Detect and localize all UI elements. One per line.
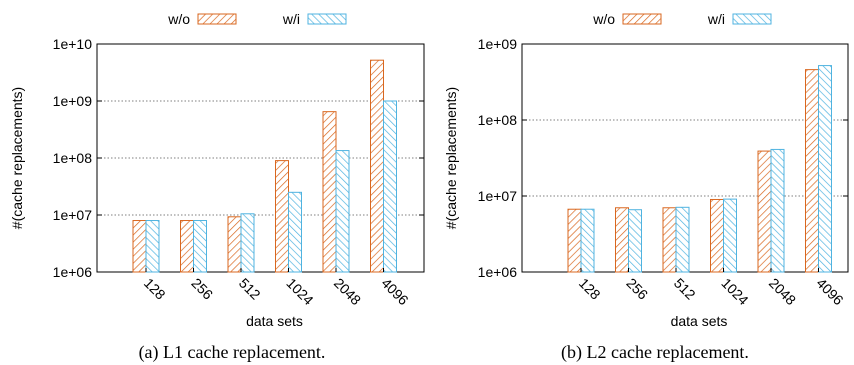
bar-wo-2048 (757, 150, 772, 273)
plot-frame (96, 43, 425, 273)
x-axis-label: data sets (246, 313, 303, 329)
chart-l2-cache: 1e+06 1e+07 1e+08 1e+09 128 256 512 1024 2048 409… (443, 11, 849, 363)
bar-wo-4096 (805, 69, 819, 273)
x-tick-label: 1024 (718, 275, 751, 308)
x-axis-label: data sets (671, 313, 728, 329)
bar-wi-512 (240, 213, 255, 273)
bar-wo-128 (132, 220, 147, 273)
bar-wo-1024 (710, 198, 724, 273)
y-tick-label: 1e+07 (478, 188, 518, 204)
x-tick-label: 128 (576, 275, 604, 303)
bar-wo-2048 (322, 111, 337, 273)
bar-wo-256 (615, 207, 629, 273)
legend-swatch (307, 13, 347, 25)
bar-wo-512 (227, 216, 242, 273)
bar-wi-4096 (818, 65, 832, 273)
x-tick-label: 4096 (378, 275, 411, 308)
bar-wi-512 (675, 206, 690, 273)
x-tick-label: 2048 (331, 275, 364, 308)
bar-wi-1024 (288, 191, 302, 273)
y-tick-label: 1e+06 (478, 264, 518, 280)
x-tick-label: 2048 (766, 275, 799, 308)
x-tick-label: 128 (141, 275, 169, 303)
y-tick-label: 1e+09 (53, 93, 93, 109)
legend-label: w/i (282, 11, 300, 27)
legend-label: w/i (707, 11, 725, 27)
bar-wi-256 (628, 209, 642, 273)
x-tick-label: 512 (671, 275, 699, 303)
legend-swatch (732, 13, 772, 25)
bar-wi-128 (145, 220, 160, 273)
x-tick-label: 4096 (813, 275, 846, 308)
bar-wi-2048 (335, 150, 350, 273)
y-tick-label: 1e+10 (53, 36, 93, 52)
legend-swatch (197, 13, 237, 25)
bar-wi-2048 (770, 148, 785, 273)
y-tick-label: 1e+08 (53, 150, 93, 166)
chart-l1-cache: 1e+06 1e+07 1e+08 1e+09 1e+10 128 256 512 1024 20… (9, 11, 425, 363)
x-tick-label: 256 (623, 275, 651, 303)
y-tick-label: 1e+07 (53, 207, 93, 223)
bar-wi-128 (580, 208, 595, 273)
y-tick-label: 1e+06 (53, 264, 93, 280)
legend-swatch (622, 13, 662, 25)
bar-wi-4096 (383, 100, 397, 273)
legend-label: w/o (167, 11, 190, 27)
bar-wo-4096 (370, 59, 384, 273)
x-tick-label: 512 (236, 275, 264, 303)
caption: (a) L1 cache replacement. (139, 342, 326, 363)
x-tick-label: 256 (188, 275, 216, 303)
bar-wi-1024 (723, 198, 737, 273)
y-axis-label: #(cache replacements) (443, 87, 459, 229)
bar-wo-256 (180, 220, 194, 273)
legend-label: w/o (592, 11, 615, 27)
y-axis-label: #(cache replacements) (9, 87, 25, 229)
bar-wo-512 (662, 207, 677, 273)
y-tick-label: 1e+09 (478, 36, 518, 52)
y-tick-label: 1e+08 (478, 112, 518, 128)
x-tick-label: 1024 (283, 275, 316, 308)
bar-wi-256 (193, 220, 207, 273)
bar-wo-128 (567, 208, 582, 273)
bar-wo-1024 (275, 160, 289, 273)
caption: (b) L2 cache replacement. (561, 342, 749, 363)
